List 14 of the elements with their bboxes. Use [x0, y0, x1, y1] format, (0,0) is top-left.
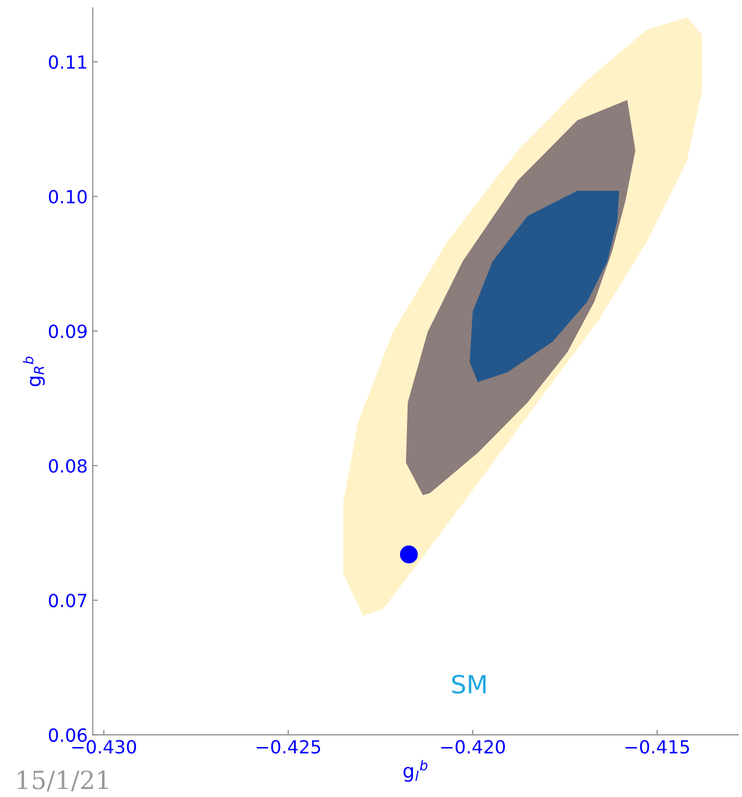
- y-tick-label: 0.06: [48, 728, 87, 742]
- x-tick-label: −0.425: [256, 740, 320, 754]
- x-tick-label: −0.430: [72, 740, 136, 754]
- text: SM: [452, 674, 486, 694]
- x-tick-label: −0.420: [441, 740, 505, 754]
- x-tick-label: −0.415: [626, 740, 689, 754]
- y-tick-label: 0.11: [48, 55, 86, 69]
- text: 15/1/21: [18, 770, 108, 792]
- y-tick-label: 0.08: [48, 459, 87, 473]
- y-tick-label: 0.07: [48, 594, 86, 608]
- x-axis-title: g$_{l}$$^{b}$: [403, 760, 428, 782]
- y-tick-label: 0.09: [48, 324, 87, 338]
- y-tick-label: 0.10: [48, 190, 87, 204]
- y-axis-title: g$_{R}$$^{b}$: [22, 356, 45, 386]
